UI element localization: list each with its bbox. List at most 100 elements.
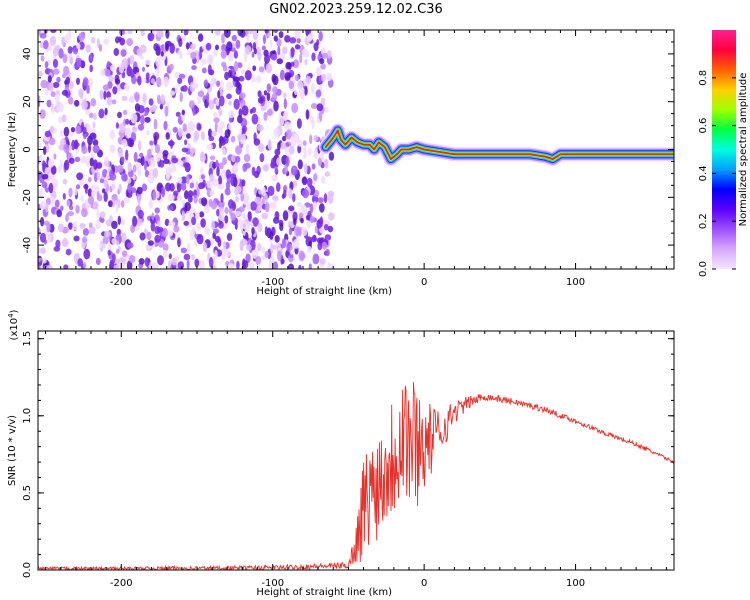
noise-speck bbox=[313, 149, 319, 160]
noise-speck bbox=[182, 123, 187, 132]
noise-speck bbox=[80, 60, 86, 69]
noise-speck bbox=[150, 78, 155, 84]
noise-speck bbox=[272, 244, 277, 250]
noise-speck bbox=[214, 30, 221, 36]
noise-speck bbox=[91, 190, 96, 198]
noise-speck bbox=[60, 205, 64, 211]
noise-speck bbox=[272, 86, 278, 94]
noise-speck bbox=[236, 260, 240, 269]
heatmap-y-axis-label: Frequency (Hz) bbox=[7, 112, 18, 188]
noise-speck bbox=[218, 136, 225, 144]
noise-speck bbox=[317, 197, 324, 204]
noise-speck bbox=[183, 220, 189, 226]
noise-speck bbox=[111, 182, 116, 191]
noise-speck bbox=[201, 197, 208, 207]
noise-speck bbox=[226, 41, 233, 52]
noise-speck bbox=[254, 196, 262, 204]
noise-speck bbox=[62, 193, 66, 200]
noise-speck bbox=[178, 73, 186, 79]
noise-speck bbox=[186, 259, 190, 269]
noise-speck bbox=[121, 173, 128, 182]
noise-speck bbox=[299, 89, 305, 100]
noise-speck bbox=[98, 44, 103, 52]
noise-speck bbox=[243, 153, 251, 163]
noise-speck bbox=[316, 118, 321, 124]
noise-speck bbox=[293, 218, 297, 226]
noise-speck bbox=[276, 38, 282, 47]
noise-speck bbox=[175, 111, 181, 117]
noise-speck bbox=[242, 163, 248, 172]
noise-speck bbox=[283, 92, 287, 99]
noise-speck bbox=[184, 190, 189, 200]
snr-plot-area bbox=[38, 382, 674, 570]
noise-speck bbox=[88, 77, 93, 87]
noise-speck bbox=[79, 223, 86, 229]
noise-speck bbox=[144, 160, 147, 171]
noise-speck bbox=[241, 213, 247, 219]
snr-y-tick-label: 0.0 bbox=[22, 562, 33, 578]
noise-speck bbox=[196, 222, 201, 231]
noise-speck bbox=[121, 232, 127, 244]
noise-speck bbox=[66, 200, 71, 206]
noise-speck bbox=[288, 227, 293, 236]
noise-speck bbox=[111, 220, 118, 230]
noise-speck bbox=[117, 111, 122, 119]
noise-speck bbox=[214, 235, 221, 243]
noise-speck bbox=[38, 226, 41, 238]
noise-speck bbox=[72, 46, 79, 55]
noise-speck bbox=[147, 240, 154, 246]
heatmap-x-axis-label: Height of straight line (km) bbox=[256, 286, 392, 297]
noise-speck bbox=[191, 216, 197, 226]
noise-speck bbox=[209, 54, 214, 61]
noise-speck bbox=[206, 92, 210, 103]
noise-speck bbox=[190, 51, 197, 60]
noise-speck bbox=[242, 258, 246, 269]
noise-speck bbox=[139, 232, 146, 241]
noise-speck bbox=[181, 109, 185, 116]
noise-speck bbox=[252, 42, 257, 51]
noise-speck bbox=[311, 52, 316, 62]
noise-speck bbox=[218, 205, 225, 216]
noise-speck bbox=[112, 253, 116, 264]
noise-speck bbox=[156, 191, 160, 199]
noise-speck bbox=[127, 183, 132, 194]
noise-speck bbox=[312, 201, 318, 210]
noise-speck bbox=[68, 187, 73, 198]
noise-speck bbox=[281, 135, 287, 142]
noise-speck bbox=[157, 220, 161, 226]
noise-speck bbox=[117, 229, 121, 235]
noise-speck bbox=[104, 230, 111, 238]
noise-speck bbox=[120, 49, 127, 57]
noise-speck bbox=[246, 221, 254, 229]
noise-speck bbox=[273, 127, 280, 138]
noise-speck bbox=[326, 72, 333, 82]
noise-speck bbox=[311, 163, 316, 170]
noise-speck bbox=[222, 157, 228, 166]
noise-speck bbox=[292, 238, 300, 249]
noise-speck bbox=[312, 253, 320, 265]
noise-speck bbox=[226, 93, 232, 100]
noise-speck bbox=[155, 57, 161, 68]
noise-speck bbox=[204, 203, 210, 214]
noise-speck bbox=[40, 216, 45, 227]
heatmap-y-tick-label: 40 bbox=[22, 48, 33, 61]
noise-speck bbox=[226, 233, 233, 241]
noise-speck bbox=[39, 32, 47, 39]
noise-speck bbox=[39, 232, 47, 243]
noise-speck bbox=[82, 77, 89, 87]
noise-speck bbox=[199, 153, 206, 163]
noise-speck bbox=[41, 173, 49, 180]
noise-speck bbox=[272, 216, 280, 224]
noise-speck bbox=[213, 117, 220, 123]
noise-speck bbox=[177, 50, 183, 56]
noise-speck bbox=[235, 155, 241, 163]
noise-speck bbox=[165, 43, 169, 52]
noise-speck bbox=[121, 58, 129, 69]
noise-speck bbox=[216, 166, 220, 177]
noise-speck bbox=[49, 35, 57, 47]
noise-speck bbox=[251, 248, 259, 260]
noise-speck bbox=[212, 178, 219, 187]
noise-speck bbox=[177, 77, 183, 84]
noise-speck bbox=[124, 127, 132, 139]
noise-speck bbox=[257, 50, 262, 61]
